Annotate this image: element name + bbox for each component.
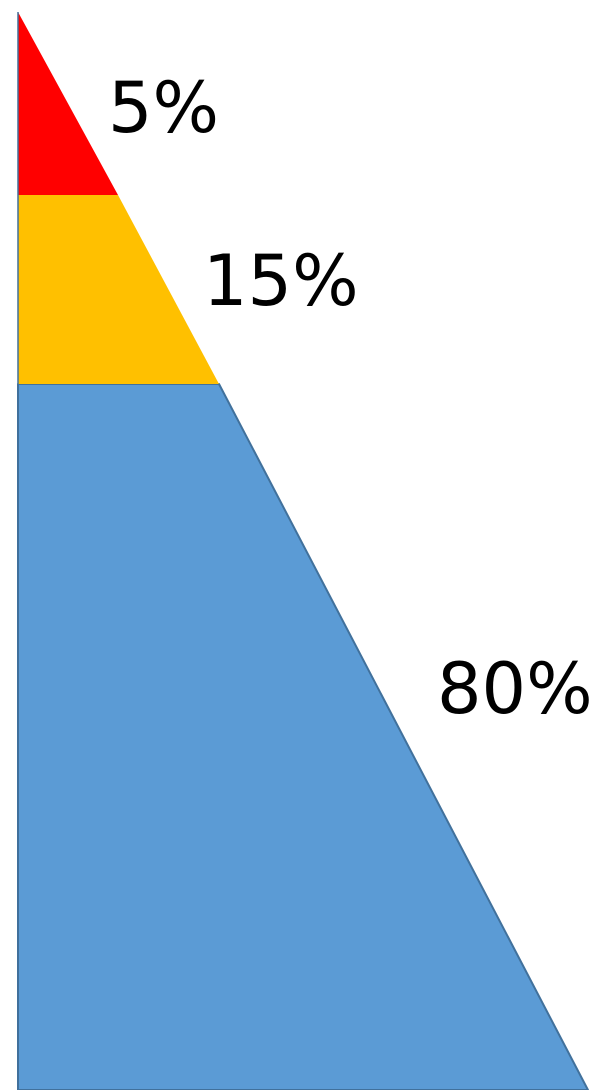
tier-bottom-label: 80% — [437, 648, 593, 730]
tier-top — [18, 12, 118, 195]
tier-middle — [18, 195, 219, 384]
tier-top-label: 5% — [108, 67, 219, 149]
tier-middle-label: 15% — [203, 240, 359, 322]
tier-bottom — [17, 383, 589, 1090]
